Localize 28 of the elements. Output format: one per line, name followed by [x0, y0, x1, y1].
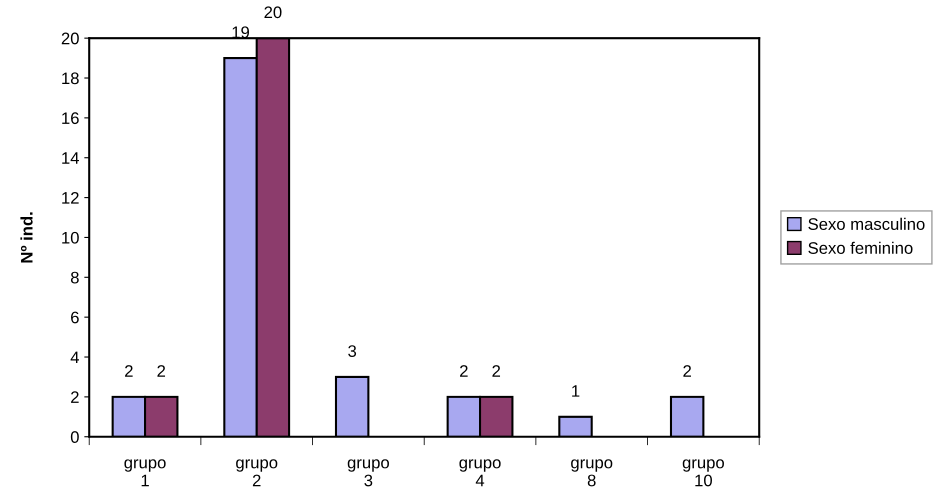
data-label: 2	[460, 365, 468, 377]
data-label: 2	[492, 365, 500, 377]
data-label: 2	[683, 365, 691, 377]
y-tick-label: 8	[70, 272, 79, 284]
data-label: 2	[157, 365, 166, 377]
data-label: 2	[125, 365, 133, 377]
y-tick-label: 2	[71, 391, 79, 403]
legend-label: Sexo masculino	[808, 218, 925, 230]
y-tick-label: 0	[70, 431, 79, 443]
x-tick-label: grupo 3	[348, 459, 389, 486]
y-tick-label: 18	[62, 72, 79, 84]
y-tick-label: 20	[62, 32, 79, 44]
y-tick-label: 12	[62, 192, 79, 204]
x-tick-label: grupo 8	[571, 459, 612, 486]
data-label: 3	[348, 345, 356, 357]
x-tick-label: grupo 2	[236, 459, 278, 486]
y-tick-label: 14	[62, 152, 79, 164]
x-tick-label: grupo 10	[682, 459, 724, 486]
data-label: 20	[264, 6, 282, 18]
y-axis-title: Nº ind.	[20, 212, 33, 263]
x-tick-label: grupo 4	[459, 459, 501, 486]
y-tick-label: 16	[62, 112, 79, 124]
x-tick-label: grupo 1	[124, 459, 166, 486]
y-tick-label: 10	[62, 232, 79, 244]
y-tick-label: 4	[70, 352, 79, 364]
legend-label: Sexo feminino	[808, 242, 913, 254]
data-label: 1	[572, 385, 580, 397]
y-tick-label: 6	[71, 312, 79, 324]
